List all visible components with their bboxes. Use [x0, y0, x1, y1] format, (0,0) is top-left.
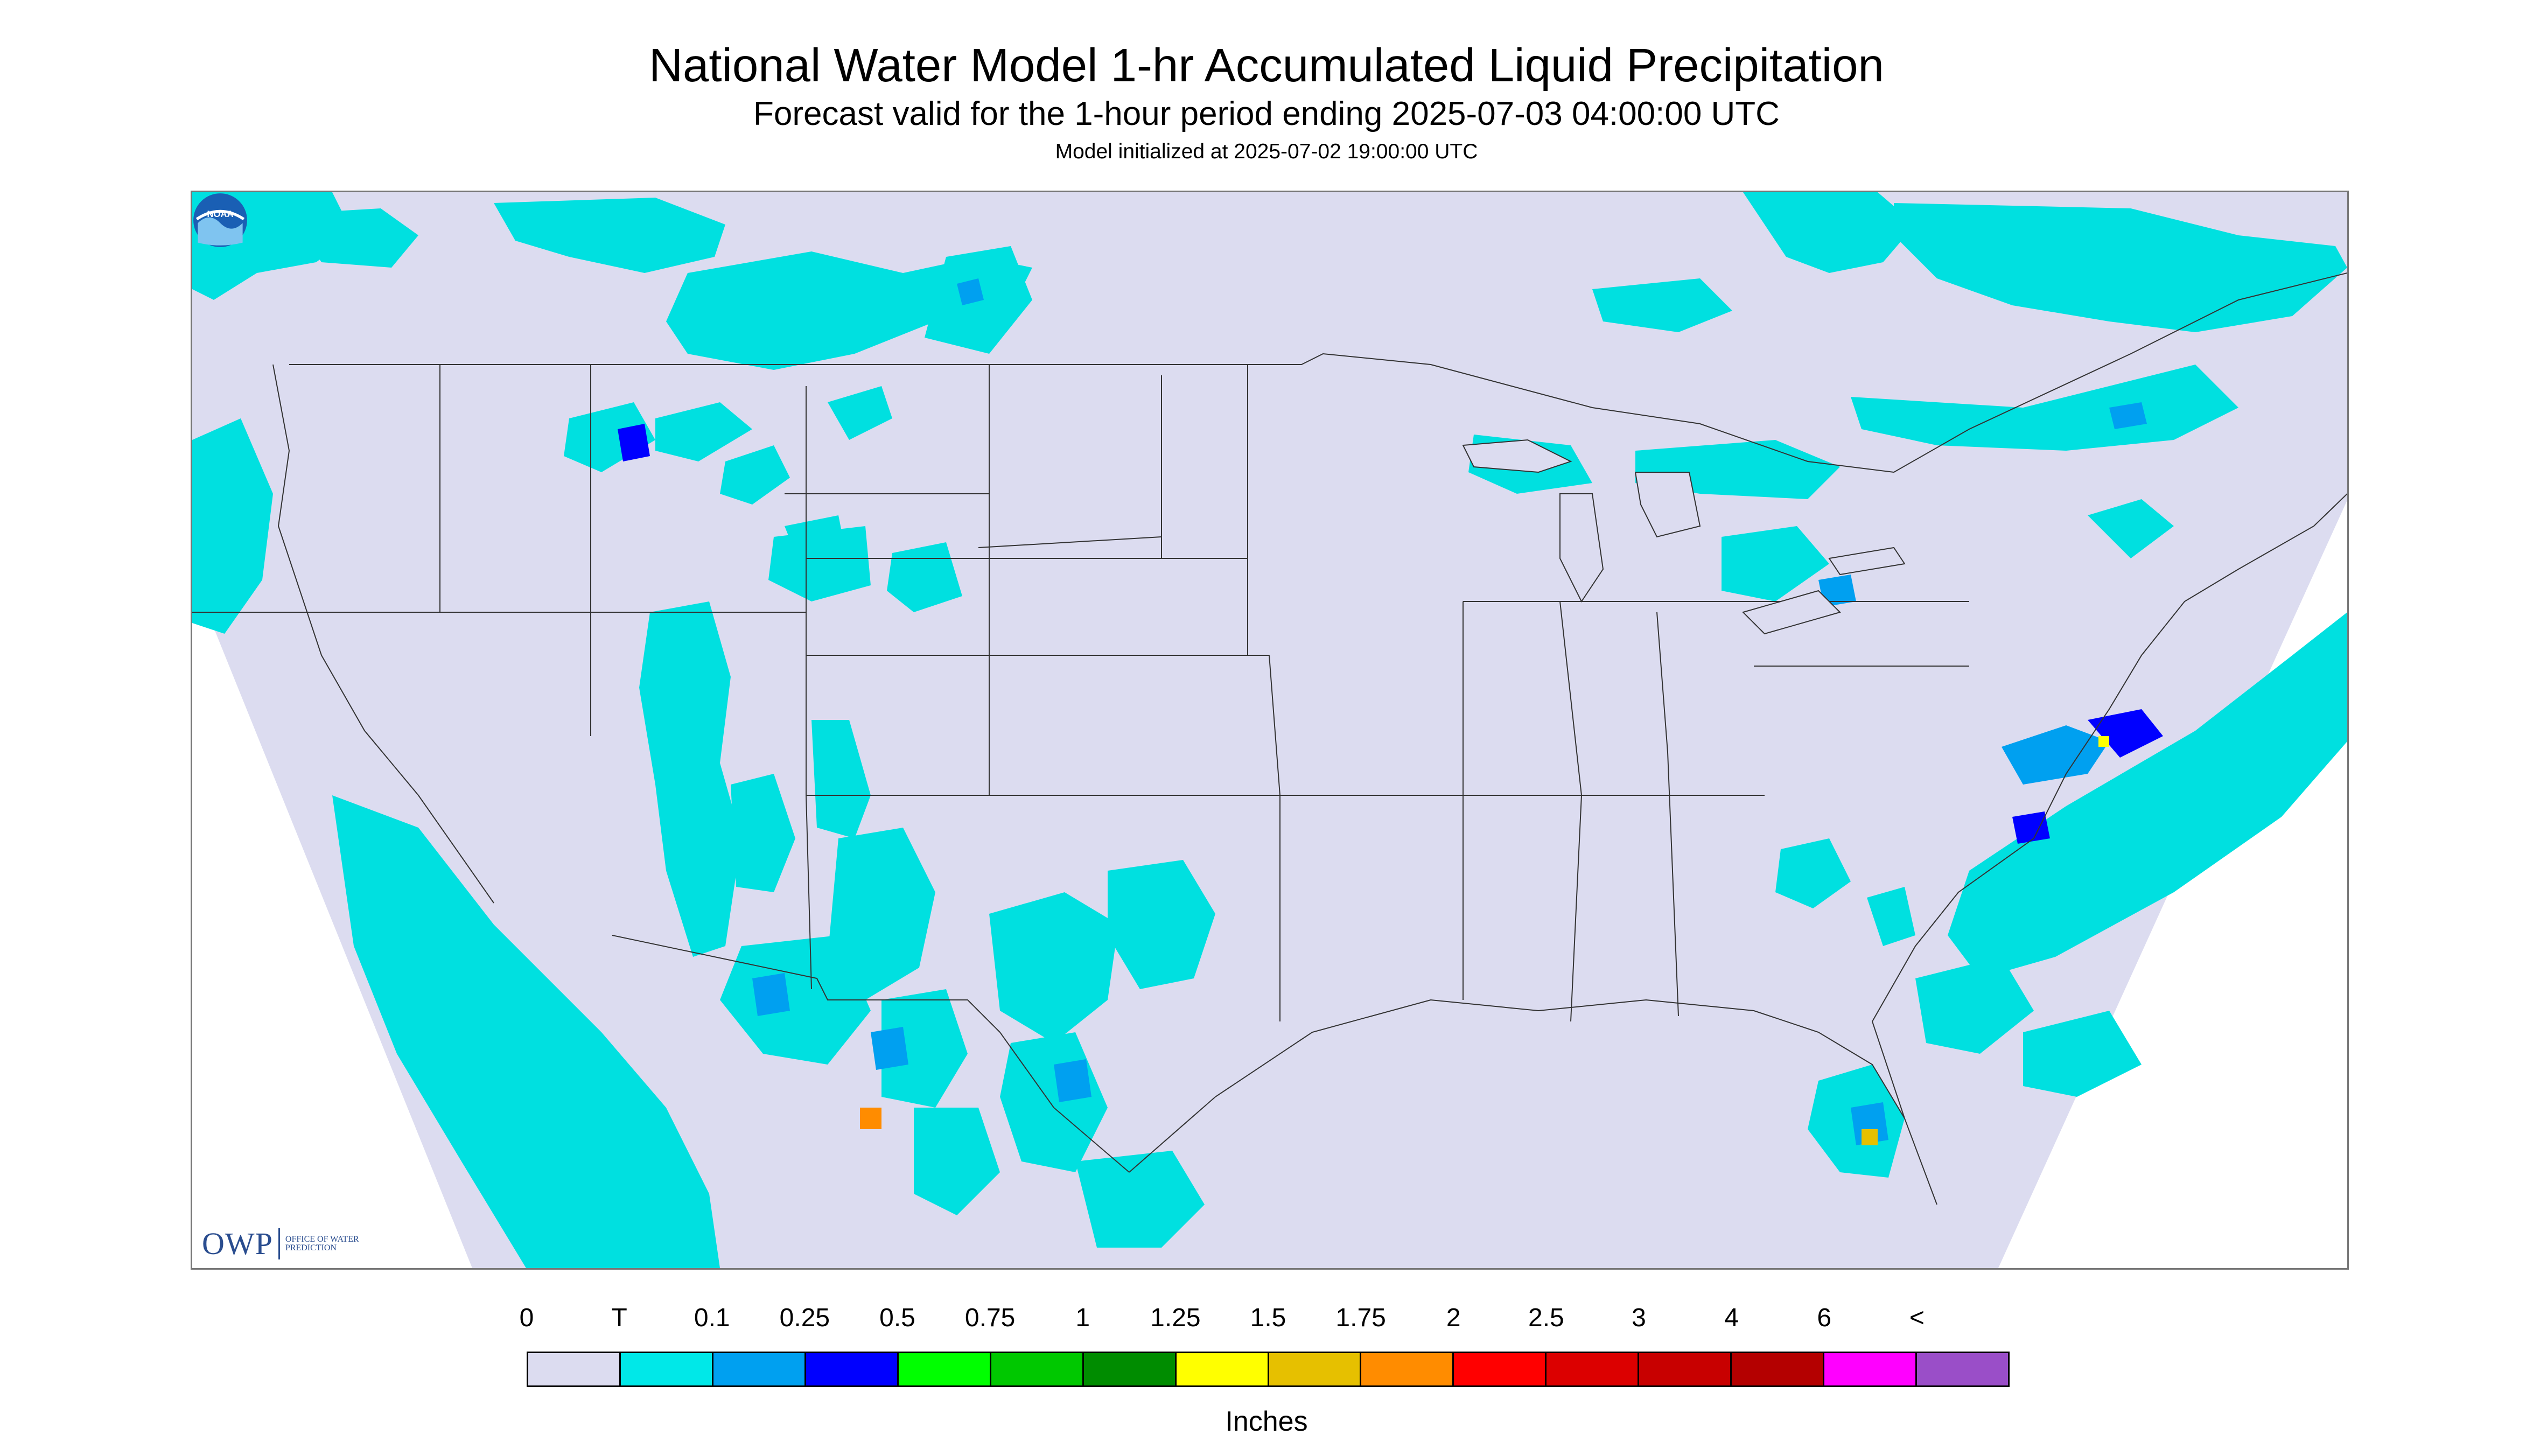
- legend-swatch-9: [1361, 1353, 1454, 1385]
- noaa-logo-text: NOAA: [207, 209, 234, 219]
- great-lakes: [1462, 439, 1906, 635]
- owp-logo: OWP OFFICE OF WATER PREDICTION: [202, 1226, 361, 1262]
- legend-label-2: 0.1: [694, 1304, 730, 1332]
- legend-label-1: T: [611, 1304, 627, 1332]
- legend-label-12: 3: [1632, 1304, 1646, 1332]
- model-init-label: Model initialized at 2025-07-02 19:00:00…: [1055, 140, 1478, 163]
- legend-label-7: 1.25: [1150, 1304, 1201, 1332]
- legend-swatch-7: [1176, 1353, 1269, 1385]
- precipitation-map[interactable]: OWP OFFICE OF WATER PREDICTION NOAA: [191, 191, 2349, 1270]
- legend-label-8: 1.5: [1250, 1304, 1286, 1332]
- legend-label-13: 4: [1724, 1304, 1739, 1332]
- owp-logo-word: OWP: [202, 1226, 273, 1261]
- legend-swatch-14: [1824, 1353, 1918, 1385]
- legend-label-0: 0: [519, 1304, 534, 1332]
- noaa-logo-icon: NOAA: [193, 193, 247, 247]
- legend-swatch-15: [1917, 1353, 2008, 1385]
- map-title: National Water Model 1-hr Accumulated Li…: [649, 39, 1884, 92]
- map-canvas: [192, 192, 2347, 1268]
- legend-swatch-12: [1639, 1353, 1732, 1385]
- legend-unit-label: Inches: [1225, 1406, 1308, 1437]
- precip-trace-areas: [192, 192, 2347, 1268]
- owp-logo-subtitle: OFFICE OF WATER PREDICTION: [285, 1234, 359, 1252]
- forecast-valid-subtitle: Forecast valid for the 1-hour period end…: [753, 95, 1780, 132]
- legend-swatch-2: [713, 1353, 806, 1385]
- legend-swatch-11: [1547, 1353, 1640, 1385]
- legend-swatch-8: [1269, 1353, 1362, 1385]
- legend-swatch-13: [1732, 1353, 1825, 1385]
- owp-logo-divider: [278, 1228, 280, 1259]
- legend-swatch-10: [1454, 1353, 1547, 1385]
- legend-label-6: 1: [1075, 1304, 1090, 1332]
- legend-swatch-0: [528, 1353, 621, 1385]
- legend-label-10: 2: [1446, 1304, 1461, 1332]
- precip-heavy-cells: [618, 278, 2163, 1145]
- legend-tick-labels: 0 T 0.1 0.25 0.5 0.75 1 1.25 1.5 1.75 2 2.5 3 4 6 <: [520, 1303, 2010, 1335]
- legend-label-9: 1.75: [1335, 1304, 1386, 1332]
- state-boundaries: [192, 272, 2347, 1205]
- legend-swatch-5: [991, 1353, 1084, 1385]
- legend-label-14: 6: [1817, 1304, 1832, 1332]
- legend-swatch-6: [1083, 1353, 1177, 1385]
- legend-label-5: 0.75: [964, 1304, 1016, 1332]
- legend-swatch-3: [806, 1353, 899, 1385]
- legend-label-3: 0.25: [779, 1304, 830, 1332]
- legend-swatch-1: [620, 1353, 713, 1385]
- legend-label-4: 0.5: [879, 1304, 915, 1332]
- legend-swatch-4: [898, 1353, 991, 1385]
- legend-label-15: <: [1909, 1304, 1925, 1332]
- precip-colorbar: [527, 1352, 2010, 1387]
- legend-label-11: 2.5: [1528, 1304, 1564, 1332]
